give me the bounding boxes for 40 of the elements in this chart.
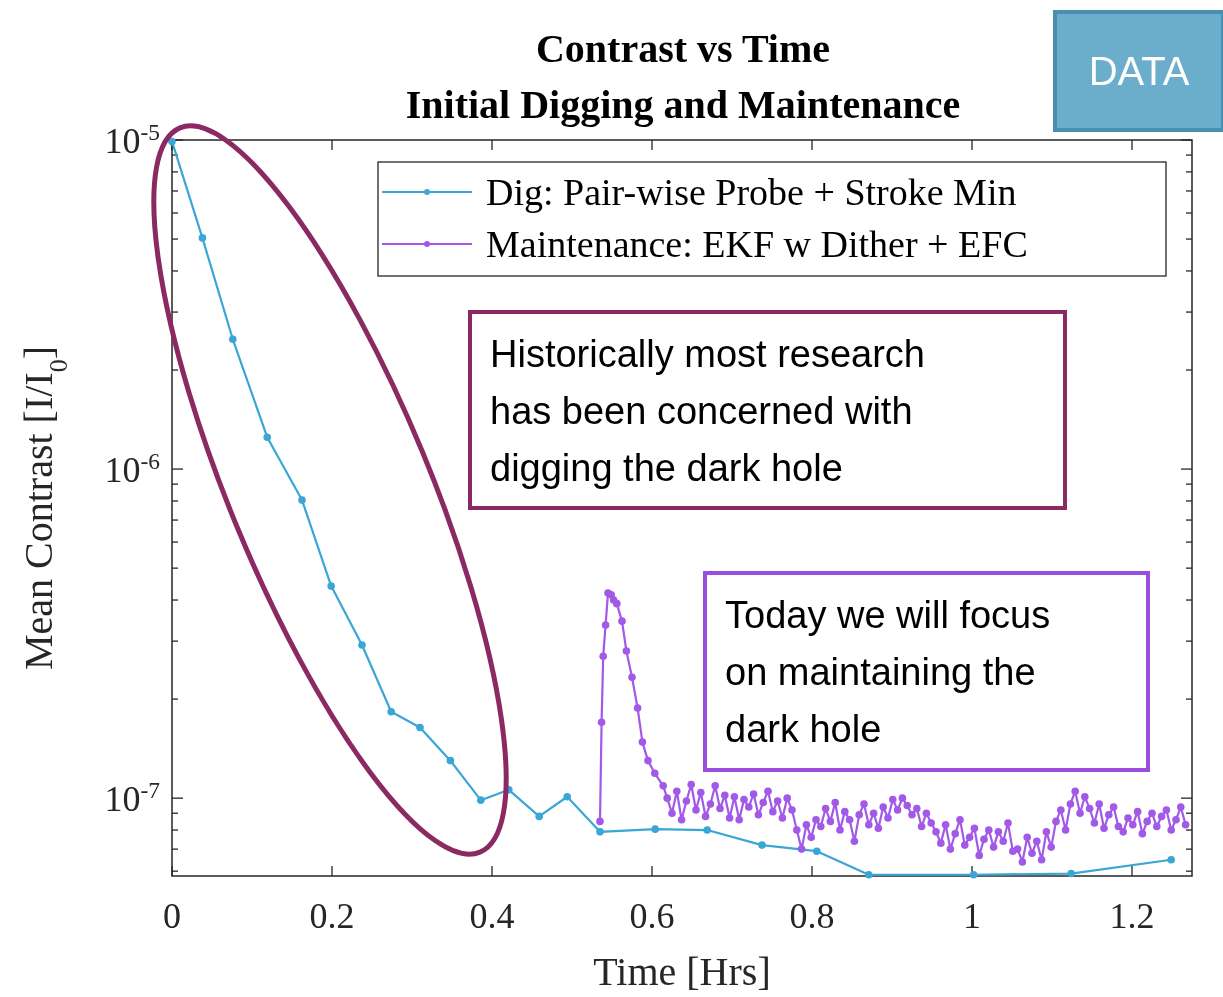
point — [263, 433, 271, 441]
chart-title: Contrast vs Time — [535, 26, 831, 71]
point — [298, 496, 306, 504]
x-tick-label: 0.6 — [629, 896, 675, 936]
point — [387, 707, 395, 716]
point — [168, 137, 176, 146]
x-tick-label: 0.4 — [469, 896, 515, 936]
point — [969, 870, 978, 879]
point — [198, 234, 207, 242]
point — [865, 870, 873, 879]
point — [813, 847, 821, 855]
y-tick-label: 10$^{-7}$ — [104, 777, 161, 820]
legend-label: Maintenance: EKF w Dither + EFC — [486, 223, 1028, 265]
x-tick-label: 0 — [163, 896, 181, 936]
x-axis-title: Time [Hrs] — [593, 949, 771, 994]
point — [327, 582, 335, 590]
point — [758, 841, 766, 849]
legend-label: Dig: Pair-wise Probe + Stroke Min — [486, 171, 1017, 213]
annotation: Historically most research has been concerned with digging the dark hole — [490, 332, 925, 489]
point — [477, 796, 485, 804]
point — [596, 828, 604, 836]
point — [563, 792, 571, 801]
chart-subtitle: Initial Digging and Maintenance — [405, 82, 961, 127]
x-tick-label: 1 — [963, 896, 981, 936]
x-tick-label: 0.2 — [309, 896, 355, 936]
point — [651, 825, 659, 833]
point — [1167, 855, 1175, 864]
y-tick-label: 10$^{-6}$ — [104, 448, 160, 491]
point — [416, 723, 424, 732]
point — [446, 756, 455, 765]
point — [358, 641, 366, 649]
point — [703, 826, 711, 834]
annotation: Today we will focus on maintaining the dark hole — [725, 594, 1051, 751]
x-tick-label: 1.2 — [1109, 896, 1155, 936]
text: DATA — [1088, 49, 1190, 94]
point — [1067, 869, 1075, 878]
y-tick-label: 10$^{-5}$ — [104, 119, 160, 161]
point — [535, 812, 543, 821]
x-tick-label: 0.8 — [789, 896, 835, 936]
point — [229, 335, 237, 344]
